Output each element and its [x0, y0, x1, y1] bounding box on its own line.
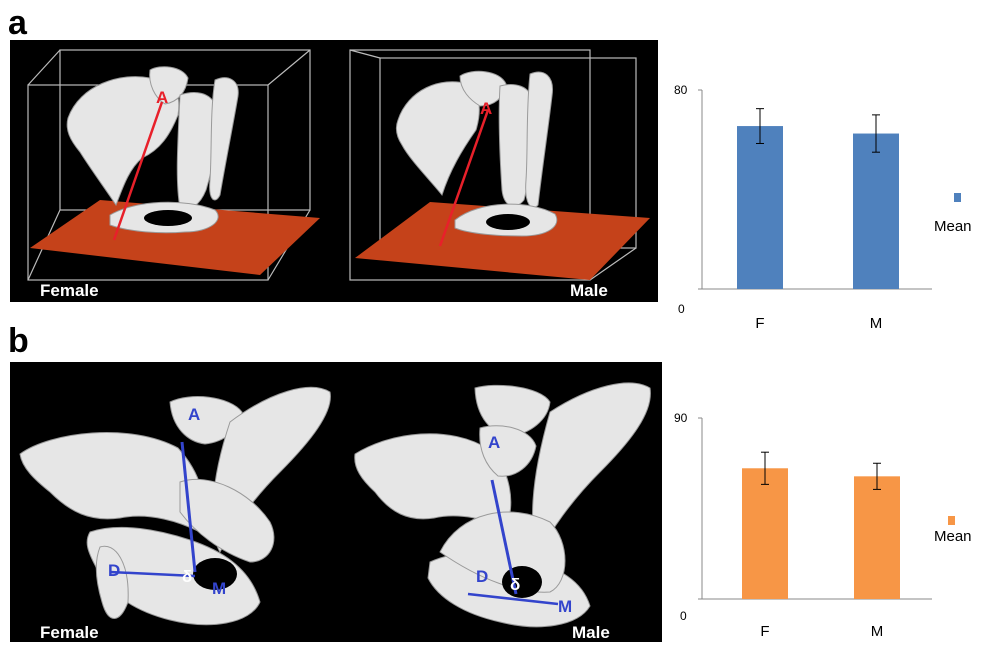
- image-label-female-b: Female: [40, 623, 99, 642]
- panel-b-image: A D δ M A D δ M Female Male: [10, 362, 662, 642]
- chart-b: 90 0 F M Mean: [660, 400, 983, 642]
- point-label-m-b-left: M: [212, 579, 226, 598]
- chart-b-svg: 90 0 F M Mean: [674, 411, 972, 640]
- measure-line-right: [438, 109, 490, 247]
- diameter-line-b-left: [109, 570, 196, 578]
- chart-a-errorbar-m: [872, 114, 880, 153]
- chart-b-legend-swatch: [948, 516, 955, 525]
- chart-b-category-f: F: [760, 623, 769, 640]
- point-label-a-b-right: A: [488, 433, 500, 452]
- chart-a-category-m: M: [870, 315, 883, 332]
- chart-b-errorbar-m: [873, 462, 881, 490]
- pelvic-outlet-b-left: [193, 558, 237, 590]
- point-label-a-right: A: [480, 99, 492, 118]
- pelvis-render-a: A A Female Male: [27, 49, 650, 300]
- point-label-a-b-left: A: [188, 405, 200, 424]
- measure-line-b-left: [180, 441, 197, 573]
- chart-a-ytick-top: 80: [674, 83, 688, 97]
- point-label-a-left: A: [156, 88, 168, 107]
- image-label-female-a: Female: [40, 281, 99, 300]
- pelvis-b-right: [354, 382, 651, 628]
- pelvis-b-left: [19, 386, 331, 626]
- chart-a-bar-f: [737, 126, 783, 289]
- chart-b-ytick-top: 90: [674, 411, 688, 425]
- chart-a-svg: 80 0 F M Mean: [674, 83, 972, 332]
- floor-plane-left: [30, 200, 320, 275]
- chart-b-errorbar-f: [761, 451, 769, 485]
- floor-plane-right: [355, 202, 650, 280]
- chart-b-bar-f: [742, 468, 788, 599]
- pelvis-left: [66, 66, 239, 234]
- image-label-male-a: Male: [570, 281, 608, 300]
- point-label-d-b-right: D: [476, 567, 488, 586]
- chart-b-category-m: M: [871, 623, 884, 640]
- pelvic-inlet-right: [486, 214, 530, 230]
- point-label-m-b-right: M: [558, 597, 572, 616]
- chart-a-ytick-bottom: 0: [678, 302, 685, 316]
- image-label-male-b: Male: [572, 623, 610, 642]
- panel-letter-b: b: [8, 322, 29, 360]
- point-label-d-b-left: D: [108, 561, 120, 580]
- chart-b-legend-label: Mean: [934, 528, 972, 545]
- point-label-delta-b-right: δ: [510, 575, 520, 594]
- panel-a-image: A A Female Male: [10, 40, 658, 302]
- pelvis-render-b: A D δ M A D δ M Female Male: [19, 382, 651, 642]
- chart-a-category-f: F: [755, 315, 764, 332]
- chart-a-legend-label: Mean: [934, 218, 972, 235]
- chart-a: 80 0 F M Mean: [660, 70, 983, 335]
- diameter-line-b-right: [467, 592, 559, 606]
- pelvis-right: [395, 70, 558, 237]
- chart-b-ytick-bottom: 0: [680, 609, 687, 623]
- chart-a-legend-swatch: [954, 193, 961, 202]
- chart-a-errorbar-f: [756, 108, 764, 144]
- chart-b-bar-m: [854, 476, 900, 599]
- measure-line-left: [112, 101, 164, 241]
- pelvic-inlet-left: [144, 210, 192, 226]
- panel-letter-a: a: [8, 4, 27, 42]
- point-label-delta-b-left: δ: [182, 567, 192, 586]
- chart-a-bar-m: [853, 133, 899, 289]
- pelvic-outlet-b-right: [502, 566, 542, 598]
- measure-line-b-right: [490, 479, 518, 595]
